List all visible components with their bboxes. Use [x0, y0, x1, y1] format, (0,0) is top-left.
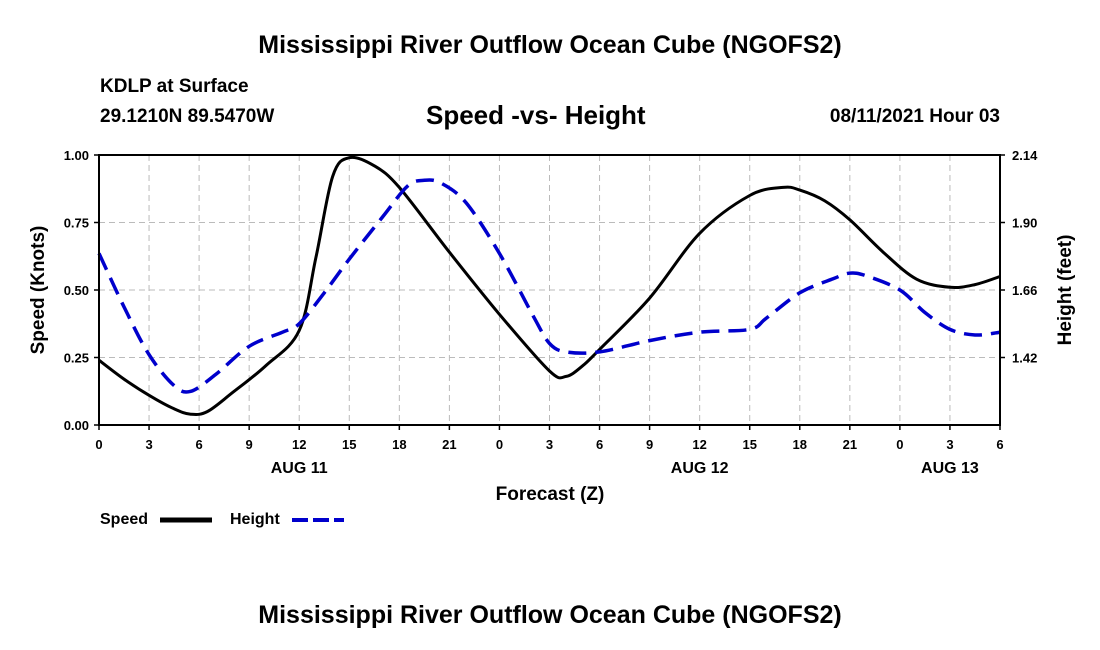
station-label: KDLP at Surface — [100, 76, 249, 97]
top-title: Mississippi River Outflow Ocean Cube (NG… — [258, 31, 842, 59]
y-tick-label: 1.00 — [64, 148, 89, 163]
speed-series-line — [98, 155, 1001, 416]
x-tick-label: 18 — [793, 437, 807, 452]
x-tick-label: 0 — [896, 437, 903, 452]
y2-tick-label: 2.14 — [1012, 148, 1038, 163]
legend-speed-label: Speed — [100, 511, 148, 528]
height-series-line — [97, 178, 1001, 394]
speed-height-chart: 0 3 6 9 12 15 18 21 0 3 6 9 12 15 18 21 0 3 6 AUG 11 AUG 12 A… — [28, 148, 1076, 528]
x-tick-label: 3 — [946, 437, 953, 452]
y-tick-label: 0.50 — [64, 283, 89, 298]
grid-lines — [99, 155, 1000, 425]
bottom-title: Mississippi River Outflow Ocean Cube (NG… — [258, 601, 842, 629]
x-axis-label: Forecast (Z) — [496, 484, 605, 505]
y-tick-label: 0.25 — [64, 351, 89, 366]
date-label: AUG 12 — [671, 460, 729, 477]
x-tick-label: 6 — [996, 437, 1003, 452]
x-tick-label: 18 — [392, 437, 406, 452]
y-tick-label: 0.00 — [64, 418, 89, 433]
y2-axis-label: Height (feet) — [1055, 235, 1076, 346]
x-tick-label: 15 — [342, 437, 356, 452]
x-tick-label: 6 — [596, 437, 603, 452]
datetime-label: 08/11/2021 Hour 03 — [829, 106, 1000, 127]
x-tick-label: 3 — [145, 437, 152, 452]
y-tick-label: 0.75 — [64, 216, 89, 231]
x-tick-label: 21 — [442, 437, 456, 452]
legend-height-label: Height — [230, 511, 280, 528]
x-tick-label: 12 — [692, 437, 706, 452]
legend: Speed Height — [100, 511, 344, 528]
y2-tick-label: 1.42 — [1012, 351, 1037, 366]
x-tick-label: 9 — [646, 437, 653, 452]
axis-ticks: 0 3 6 9 12 15 18 21 0 3 6 9 12 15 18 21 0 3 6 AUG 11 AUG 12 A… — [64, 148, 1038, 477]
x-tick-label: 15 — [742, 437, 756, 452]
series-lines — [97, 155, 1001, 416]
date-label: AUG 13 — [921, 460, 979, 477]
y2-tick-label: 1.90 — [1012, 216, 1037, 231]
y-axis-label: Speed (Knots) — [28, 226, 49, 355]
x-tick-label: 0 — [496, 437, 503, 452]
x-tick-label: 21 — [843, 437, 857, 452]
coordinates-label: 29.1210N 89.5470W — [100, 106, 275, 127]
y2-tick-label: 1.66 — [1012, 283, 1037, 298]
date-label: AUG 11 — [271, 460, 328, 477]
x-tick-label: 6 — [195, 437, 202, 452]
x-tick-label: 3 — [546, 437, 553, 452]
chart-subtitle: Speed -vs- Height — [426, 100, 646, 130]
x-tick-label: 0 — [95, 437, 102, 452]
x-tick-label: 9 — [246, 437, 253, 452]
x-tick-label: 12 — [292, 437, 306, 452]
